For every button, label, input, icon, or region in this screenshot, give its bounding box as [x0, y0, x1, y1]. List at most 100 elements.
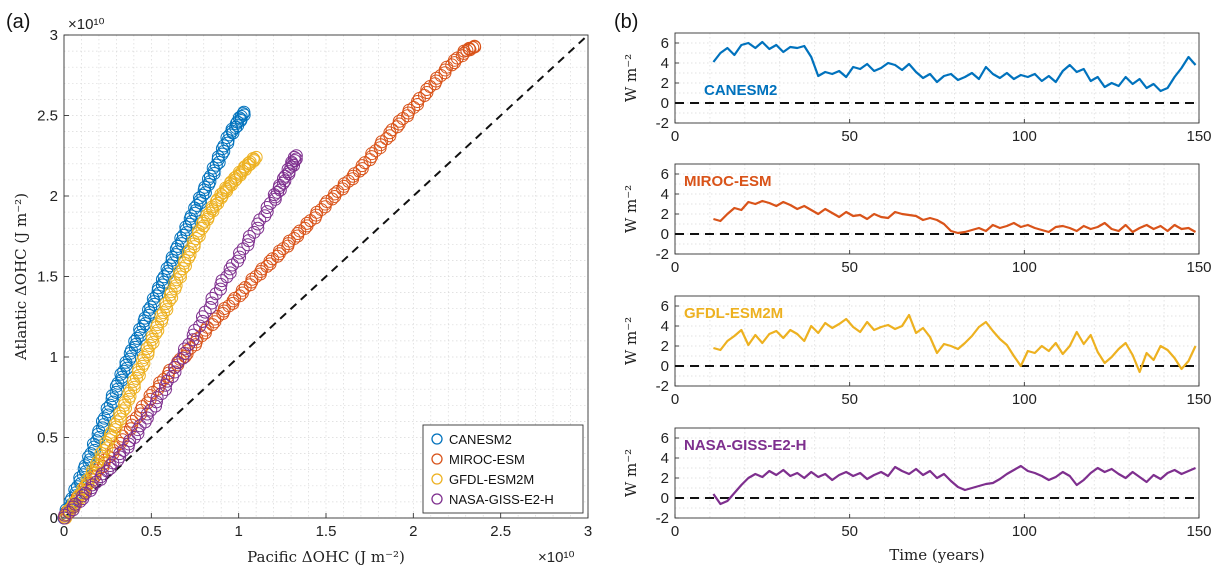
series-line — [712, 40, 1197, 93]
y-tick-label: -2 — [656, 115, 669, 132]
data-point — [188, 324, 202, 338]
x-tick-label: 150 — [1186, 523, 1211, 540]
data-point — [249, 150, 263, 164]
data-point — [213, 282, 227, 296]
data-point — [237, 105, 251, 119]
x-tick-label: 0 — [671, 128, 679, 145]
data-point — [253, 213, 267, 227]
data-point — [103, 398, 117, 412]
data-point — [438, 63, 452, 77]
y-tick-label: 6 — [661, 298, 669, 315]
y-tick-label: 0 — [50, 510, 58, 527]
y-tick-label: 6 — [661, 430, 669, 447]
series-line — [713, 199, 1197, 235]
data-point — [143, 392, 157, 406]
axes-box — [674, 427, 1200, 519]
data-point — [234, 109, 248, 123]
y-tick-label: -2 — [656, 246, 669, 263]
data-point — [202, 178, 216, 191]
data-point — [178, 342, 192, 356]
legend-label: GFDL-ESM2M — [449, 472, 534, 487]
series-line — [713, 313, 1197, 374]
data-point — [97, 444, 111, 458]
data-point — [116, 404, 130, 418]
y-tick-label: 1 — [50, 349, 58, 366]
data-point — [150, 391, 164, 405]
y-tick-label: -2 — [656, 378, 669, 395]
x-tick-label: 150 — [1186, 128, 1211, 145]
y-tick-label: 2 — [661, 206, 669, 223]
y-tick-label: -2 — [656, 510, 669, 527]
data-point — [131, 423, 145, 437]
legend-box — [422, 424, 584, 514]
data-point — [140, 411, 154, 425]
data-point — [155, 278, 169, 292]
y-tick-label: 2 — [661, 470, 669, 487]
x-tick-label: 0 — [60, 523, 68, 540]
x-multiplier: ×10¹⁰ — [538, 549, 574, 566]
data-point — [182, 337, 196, 351]
x-tick-label: 100 — [1012, 391, 1037, 408]
series-label: MIROC-ESM — [684, 173, 772, 190]
series-line — [712, 464, 1196, 506]
data-point — [150, 289, 164, 303]
x-tick-label: 2 — [409, 523, 417, 540]
data-point — [260, 201, 274, 214]
x-tick-label: 150 — [1186, 391, 1211, 408]
x-tick-label: 50 — [841, 128, 858, 145]
data-point — [149, 399, 163, 413]
data-point — [97, 411, 111, 425]
data-point — [233, 250, 247, 264]
y-tick-label: 0 — [661, 490, 669, 507]
data-point — [328, 187, 342, 201]
axes-box — [674, 295, 1200, 387]
data-point — [287, 150, 301, 164]
data-point — [92, 424, 106, 438]
series-label: CANESM2 — [704, 82, 777, 99]
series-label: GFDL-ESM2M — [684, 305, 783, 322]
data-point — [291, 226, 305, 240]
data-point — [157, 275, 171, 289]
data-point — [131, 427, 145, 441]
x-tick-label: 100 — [1012, 523, 1037, 540]
data-point — [226, 294, 240, 308]
data-point — [355, 162, 369, 176]
data-point — [205, 291, 219, 305]
data-point — [162, 294, 176, 308]
x-tick-label: 100 — [1012, 128, 1037, 145]
data-point — [383, 129, 397, 143]
legend-marker — [431, 473, 443, 485]
data-point — [135, 359, 149, 373]
data-point — [183, 248, 197, 262]
data-point — [263, 254, 277, 268]
data-point — [104, 425, 118, 439]
data-point — [186, 333, 200, 347]
data-point — [176, 262, 190, 276]
y-tick-label: 0 — [661, 226, 669, 243]
data-point — [287, 158, 301, 172]
data-point — [176, 351, 190, 365]
x-tick-label: 2.5 — [490, 523, 511, 540]
data-point — [278, 169, 292, 183]
x-tick-label: 0 — [671, 259, 679, 276]
y-axis-label: W m⁻² — [622, 185, 640, 233]
data-point — [155, 387, 169, 401]
data-point — [217, 144, 231, 158]
data-point — [105, 392, 119, 406]
data-point — [215, 274, 229, 288]
data-point — [215, 147, 229, 161]
scatter-panel: (a) 0 0.5 1 1.5 2 2.5 3 0 0.5 1 1.5 2 2.5 3 ×10¹⁰ ×10¹⁰ P… — [6, 11, 592, 566]
data-point — [168, 360, 182, 374]
legend-label: CANESM2 — [449, 432, 512, 447]
y-tick-label: 3 — [50, 27, 58, 44]
y-tick-label: 2 — [661, 338, 669, 355]
legend-marker — [431, 453, 443, 465]
data-point — [222, 299, 236, 313]
data-point — [171, 356, 185, 370]
data-point — [182, 251, 196, 265]
data-point — [109, 385, 123, 399]
y-tick-label: 0 — [661, 358, 669, 375]
